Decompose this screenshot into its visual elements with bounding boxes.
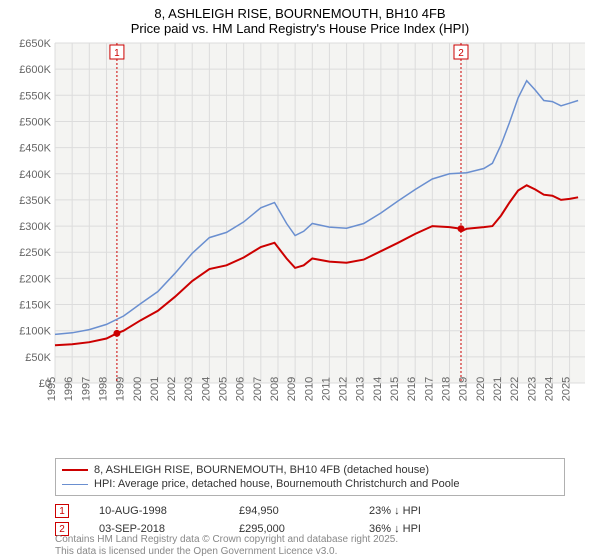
svg-text:£250K: £250K	[19, 247, 51, 259]
svg-text:2025: 2025	[561, 377, 573, 401]
svg-text:2006: 2006	[235, 377, 247, 401]
svg-text:2: 2	[458, 48, 464, 59]
svg-text:2009: 2009	[286, 377, 298, 401]
event-pct-1: 23% ↓ HPI	[369, 505, 469, 517]
svg-text:2023: 2023	[526, 377, 538, 401]
title-line1: 8, ASHLEIGH RISE, BOURNEMOUTH, BH10 4FB	[0, 6, 600, 21]
svg-text:£500K: £500K	[19, 116, 51, 128]
footer: Contains HM Land Registry data © Crown c…	[55, 534, 565, 560]
svg-text:£100K: £100K	[19, 326, 51, 338]
svg-text:£550K: £550K	[19, 90, 51, 102]
legend-item-hpi: HPI: Average price, detached house, Bour…	[62, 477, 558, 491]
svg-text:£400K: £400K	[19, 169, 51, 181]
svg-text:£600K: £600K	[19, 64, 51, 76]
svg-text:2014: 2014	[372, 377, 384, 401]
svg-text:£300K: £300K	[19, 221, 51, 233]
svg-text:2019: 2019	[458, 377, 470, 401]
event-row-1: 1 10-AUG-1998 £94,950 23% ↓ HPI	[55, 502, 565, 520]
svg-text:2017: 2017	[423, 377, 435, 401]
event-table: 1 10-AUG-1998 £94,950 23% ↓ HPI 2 03-SEP…	[55, 502, 565, 538]
footer-line2: This data is licensed under the Open Gov…	[55, 546, 565, 558]
svg-text:1995: 1995	[46, 377, 58, 401]
svg-text:£200K: £200K	[19, 273, 51, 285]
svg-text:1998: 1998	[97, 377, 109, 401]
chart-title-block: 8, ASHLEIGH RISE, BOURNEMOUTH, BH10 4FB …	[0, 0, 600, 38]
legend: 8, ASHLEIGH RISE, BOURNEMOUTH, BH10 4FB …	[55, 458, 565, 496]
svg-text:£50K: £50K	[25, 352, 51, 364]
svg-text:2004: 2004	[200, 377, 212, 401]
svg-text:2021: 2021	[492, 377, 504, 401]
svg-text:1996: 1996	[63, 377, 75, 401]
chart-area: £0£50K£100K£150K£200K£250K£300K£350K£400…	[0, 38, 600, 438]
svg-text:£350K: £350K	[19, 195, 51, 207]
svg-text:£450K: £450K	[19, 143, 51, 155]
svg-text:1: 1	[114, 48, 120, 59]
legend-swatch-red	[62, 469, 88, 471]
svg-text:£650K: £650K	[19, 38, 51, 50]
svg-text:2013: 2013	[355, 377, 367, 401]
svg-text:2012: 2012	[338, 377, 350, 401]
svg-text:2001: 2001	[149, 377, 161, 401]
event-price-1: £94,950	[239, 505, 339, 517]
legend-label-red: 8, ASHLEIGH RISE, BOURNEMOUTH, BH10 4FB …	[94, 464, 429, 476]
event-marker-1: 1	[55, 504, 69, 518]
footer-line1: Contains HM Land Registry data © Crown c…	[55, 534, 565, 546]
svg-text:2015: 2015	[389, 377, 401, 401]
chart-svg: £0£50K£100K£150K£200K£250K£300K£350K£400…	[0, 38, 600, 438]
legend-item-price-paid: 8, ASHLEIGH RISE, BOURNEMOUTH, BH10 4FB …	[62, 463, 558, 477]
svg-text:£150K: £150K	[19, 300, 51, 312]
svg-text:1997: 1997	[80, 377, 92, 401]
svg-text:2011: 2011	[320, 377, 332, 401]
svg-text:2002: 2002	[166, 377, 178, 401]
svg-text:2020: 2020	[475, 377, 487, 401]
legend-label-blue: HPI: Average price, detached house, Bour…	[94, 478, 459, 490]
svg-text:2003: 2003	[183, 377, 195, 401]
svg-text:1999: 1999	[115, 377, 127, 401]
svg-text:2018: 2018	[440, 377, 452, 401]
svg-text:2016: 2016	[406, 377, 418, 401]
svg-text:2010: 2010	[303, 377, 315, 401]
svg-text:2022: 2022	[509, 377, 521, 401]
svg-text:2000: 2000	[132, 377, 144, 401]
svg-text:2008: 2008	[269, 377, 281, 401]
svg-text:2005: 2005	[218, 377, 230, 401]
title-line2: Price paid vs. HM Land Registry's House …	[0, 21, 600, 36]
legend-swatch-blue	[62, 484, 88, 485]
svg-text:2024: 2024	[543, 377, 555, 401]
svg-text:2007: 2007	[252, 377, 264, 401]
event-date-1: 10-AUG-1998	[99, 505, 209, 517]
